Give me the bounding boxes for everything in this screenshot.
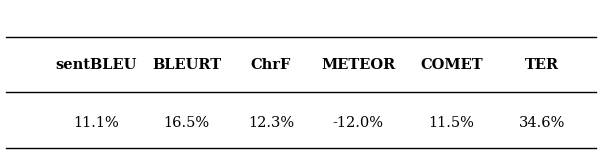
Text: 11.1%: 11.1%: [73, 116, 119, 130]
Text: 11.5%: 11.5%: [429, 116, 474, 130]
Text: 34.6%: 34.6%: [518, 116, 565, 130]
Text: 12.3%: 12.3%: [248, 116, 294, 130]
Text: COMET: COMET: [420, 58, 483, 72]
Text: TER: TER: [525, 58, 559, 72]
Text: sentBLEU: sentBLEU: [55, 58, 137, 72]
Text: 16.5%: 16.5%: [164, 116, 209, 130]
Text: -12.0%: -12.0%: [333, 116, 383, 130]
Text: ChrF: ChrF: [250, 58, 291, 72]
Text: METEOR: METEOR: [321, 58, 396, 72]
Text: BLEURT: BLEURT: [152, 58, 221, 72]
